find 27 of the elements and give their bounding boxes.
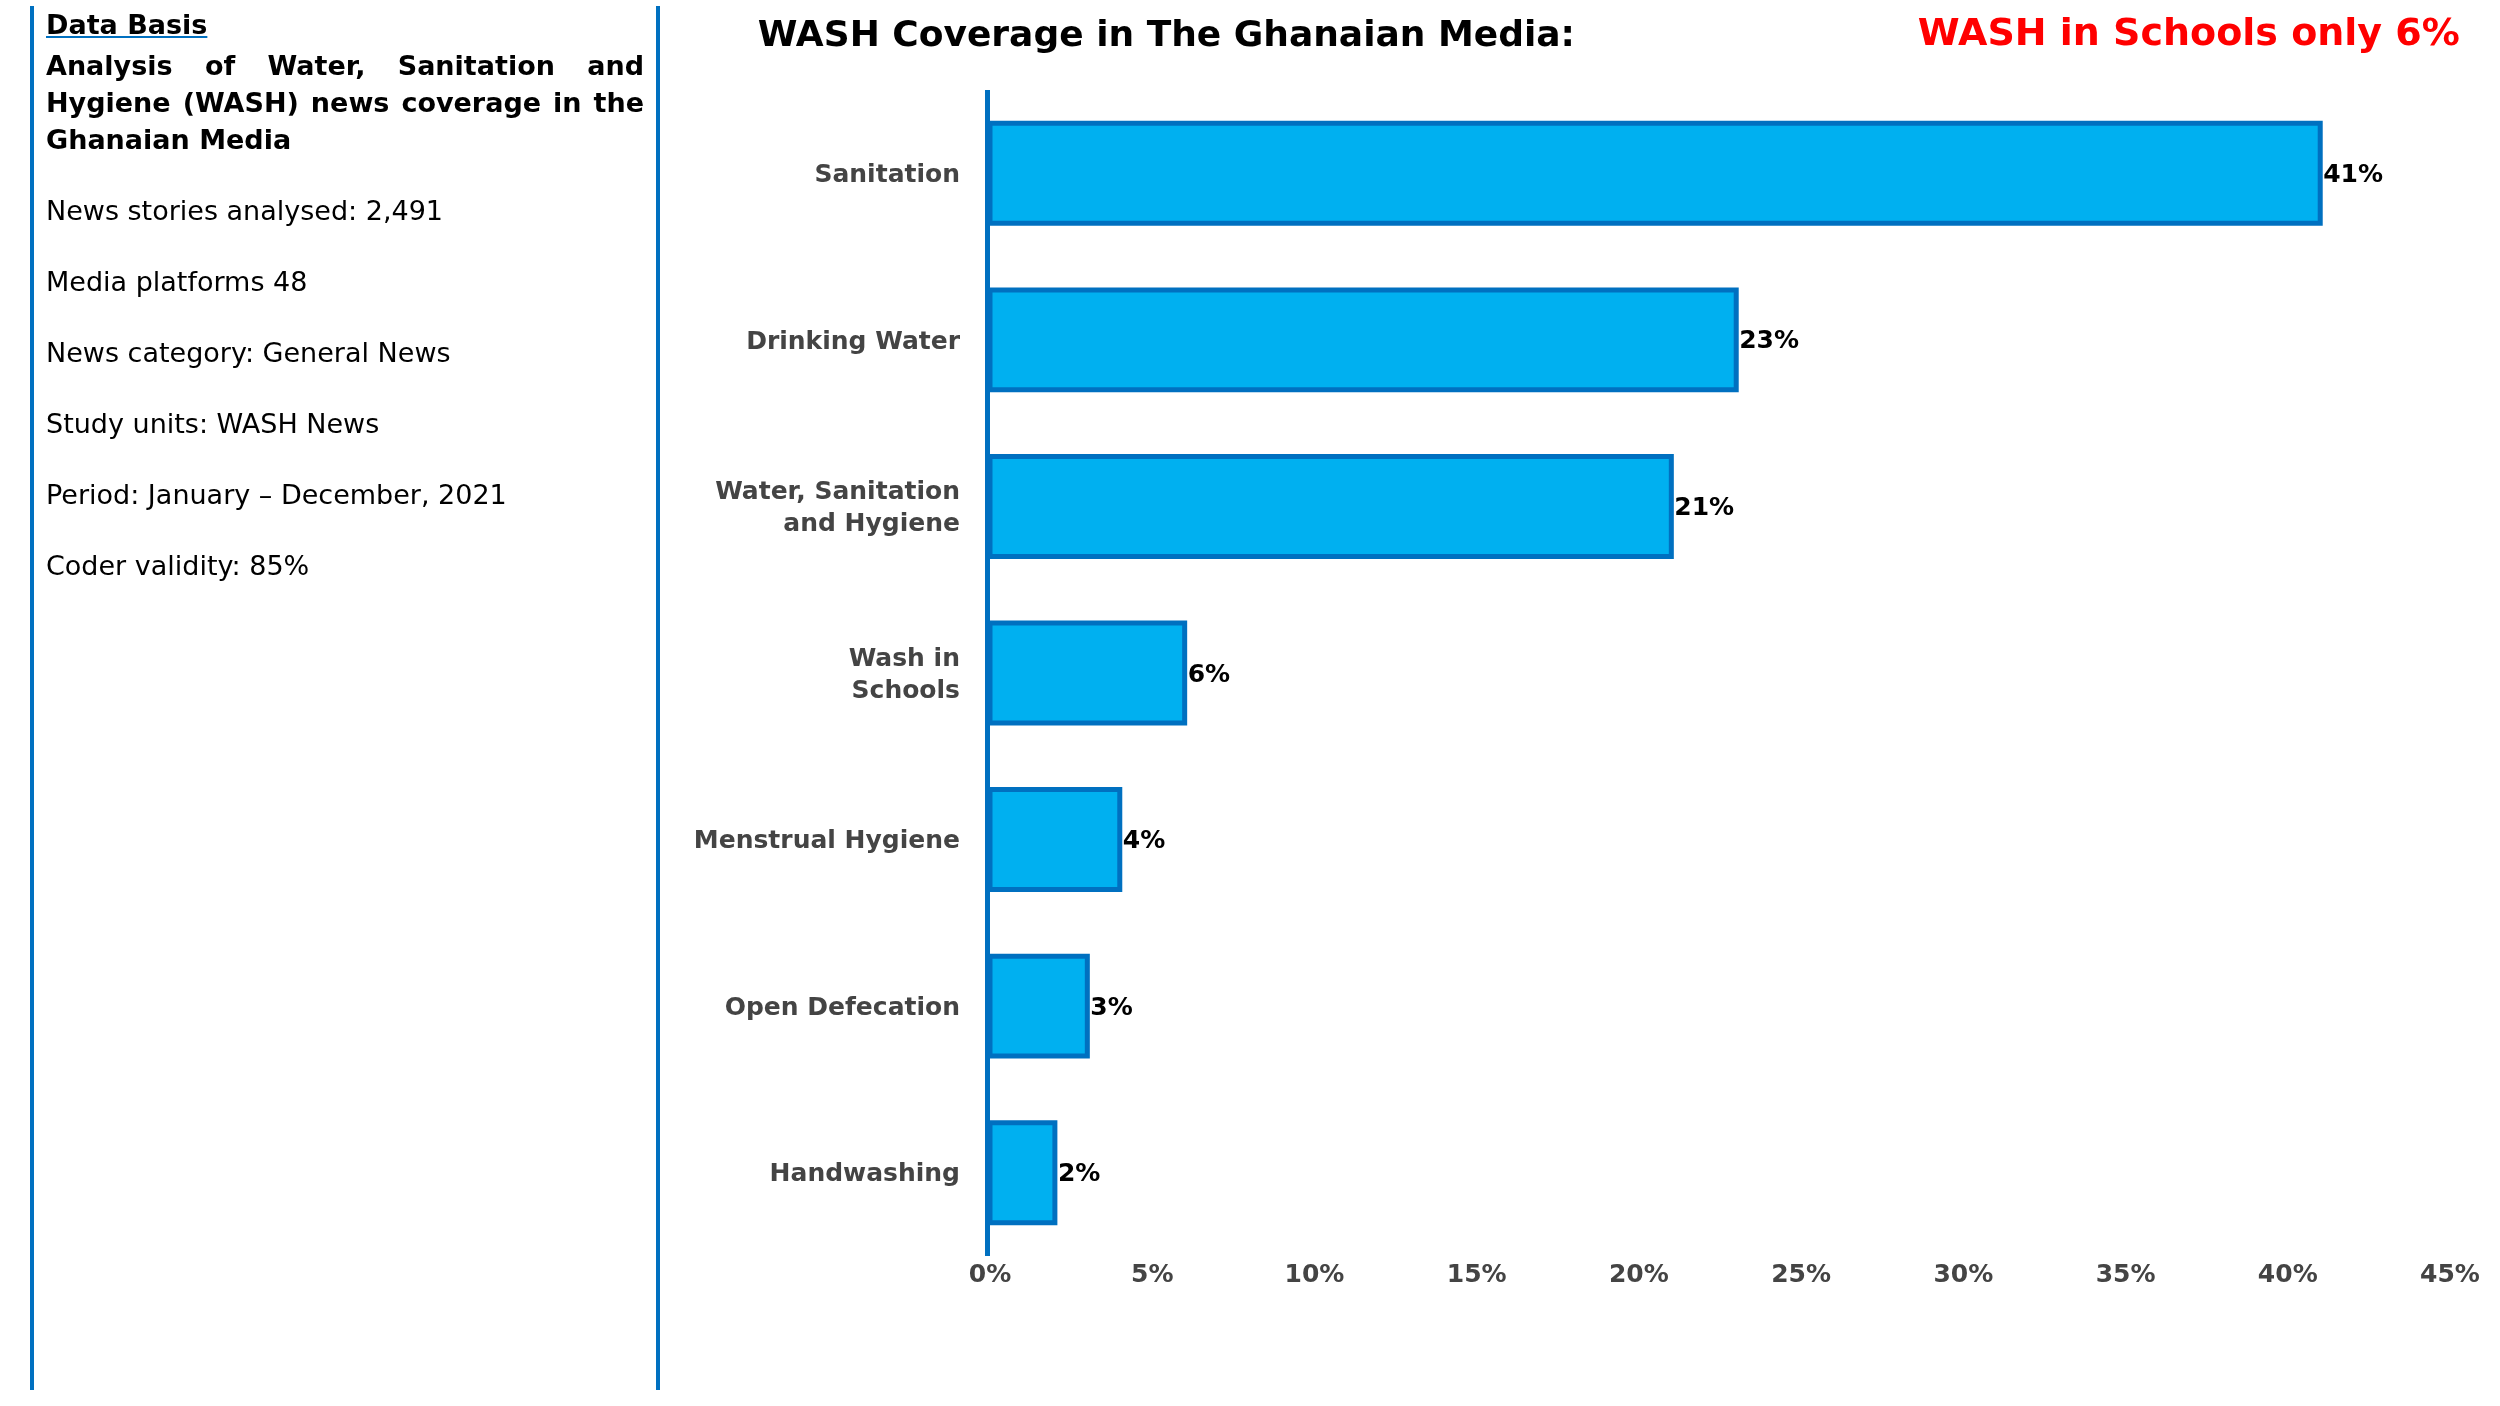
x-tick-label: 40% — [2257, 1259, 2318, 1288]
y-tick-label: Wash in Schools — [848, 642, 960, 704]
y-tick-label: Sanitation — [814, 159, 960, 189]
x-tick-label: 5% — [1130, 1259, 1174, 1288]
y-tick-label: Menstrual Hygiene — [693, 825, 960, 855]
y-tick-label: Drinking Water — [746, 325, 961, 355]
data-label: 3% — [1090, 991, 1133, 1021]
y-tick-label: Open Defecation — [724, 991, 960, 1021]
x-tick-label: 35% — [2095, 1259, 2156, 1288]
y-tick-label: Handwashing — [769, 1158, 960, 1188]
data-label: 4% — [1122, 825, 1166, 855]
data-basis-card: Data Basis Analysis of Water, Sanitation and Hygiene (WASH) news coverage in the Ghanaian Media News stories analysed: 2,491 Media platforms 48 News category: General News Study units: WASH News Period: January – December, 2021 Coder validity: 85% — [30, 6, 660, 1390]
data-label: 2% — [1057, 1158, 1101, 1188]
data-label: 23% — [1739, 325, 1800, 355]
x-tick-label: 30% — [1933, 1259, 1994, 1288]
data-label: 41% — [2323, 158, 2384, 188]
x-tick-label: 0% — [968, 1259, 1012, 1288]
x-tick-label: 45% — [2420, 1259, 2480, 1288]
x-tick-label: 25% — [1771, 1259, 1832, 1288]
x-tick-label: 20% — [1608, 1259, 1669, 1288]
x-tick-label: 10% — [1284, 1259, 1345, 1288]
chart-title: WASH Coverage in The Ghanaian Media: — [757, 13, 1575, 55]
x-tick-label: 15% — [1446, 1259, 1507, 1288]
data-label: 21% — [1674, 491, 1735, 521]
data-label: 6% — [1187, 658, 1231, 688]
y-tick-label: Water, Sanitation and Hygiene — [715, 475, 960, 538]
chart-subtitle: WASH in Schools only 6% — [1917, 10, 2460, 54]
